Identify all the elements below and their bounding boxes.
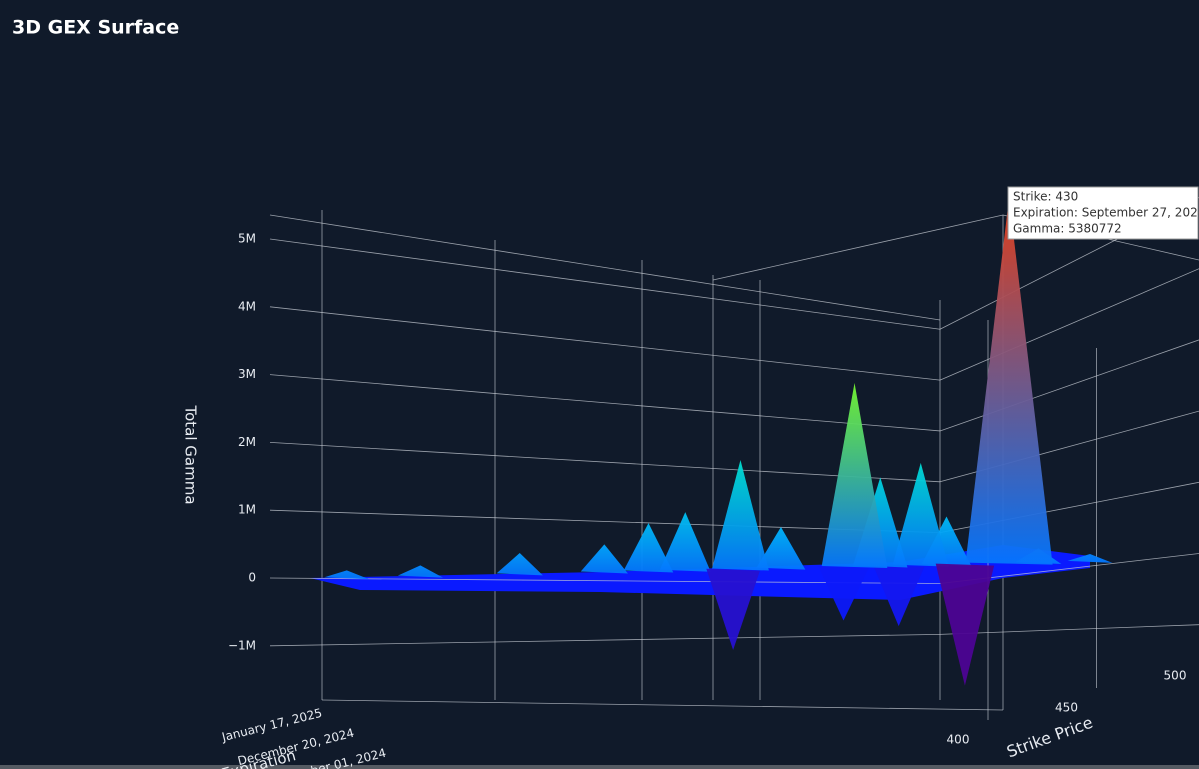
grid-line xyxy=(269,306,941,381)
x-tick-label: 500 xyxy=(1164,669,1187,683)
z-tick-label: 1M xyxy=(238,503,256,517)
tooltip-line: Expiration: September 27, 2024 xyxy=(1013,206,1199,220)
surface-peak xyxy=(818,566,869,621)
surface-peak xyxy=(892,462,949,567)
edge xyxy=(321,699,1004,711)
grid-line xyxy=(939,268,1199,381)
surface-peak xyxy=(965,197,1053,565)
surface-peak xyxy=(496,553,543,576)
z-tick-label: 3M xyxy=(238,367,256,381)
edge xyxy=(269,214,941,321)
grid-line xyxy=(269,238,941,330)
tooltip: Strike: 430 Expiration: September 27, 202… xyxy=(1007,186,1199,240)
surface-peak xyxy=(659,512,711,572)
surface-peak xyxy=(756,526,806,570)
surface-peak xyxy=(580,544,628,574)
surface-peak xyxy=(623,523,674,573)
surface-peak xyxy=(821,382,888,569)
tooltip-line: Strike: 430 xyxy=(1013,190,1078,204)
surface-peak xyxy=(935,563,995,686)
surface-peak xyxy=(324,570,370,580)
surface-peak xyxy=(397,565,443,578)
edge xyxy=(712,214,1004,281)
tooltip-line: Gamma: 5380772 xyxy=(1013,222,1122,236)
grid-line xyxy=(269,442,941,483)
surface-peak xyxy=(712,460,769,571)
tooltip-box xyxy=(1007,186,1199,240)
surface-peak xyxy=(706,568,760,651)
z-axis-title: Total Gamma xyxy=(182,404,200,504)
x-tick-label: 450 xyxy=(1055,701,1078,715)
z-tick-label: 2M xyxy=(238,435,256,449)
grid-line xyxy=(269,374,941,432)
surface-peak xyxy=(873,565,925,627)
surface-peak xyxy=(1067,554,1113,563)
bottom-bar xyxy=(0,765,1199,769)
chart-title: 3D GEX Surface xyxy=(12,17,179,39)
z-tick-label: 0 xyxy=(248,571,256,585)
grid-line xyxy=(269,509,941,534)
z-tick-label: 5M xyxy=(238,232,256,246)
grid-line xyxy=(939,624,1199,635)
z-tick-label: −1M xyxy=(228,638,256,652)
grid-line xyxy=(269,633,941,647)
z-tick-label: 4M xyxy=(238,299,256,313)
x-tick-label: 400 xyxy=(947,733,970,747)
